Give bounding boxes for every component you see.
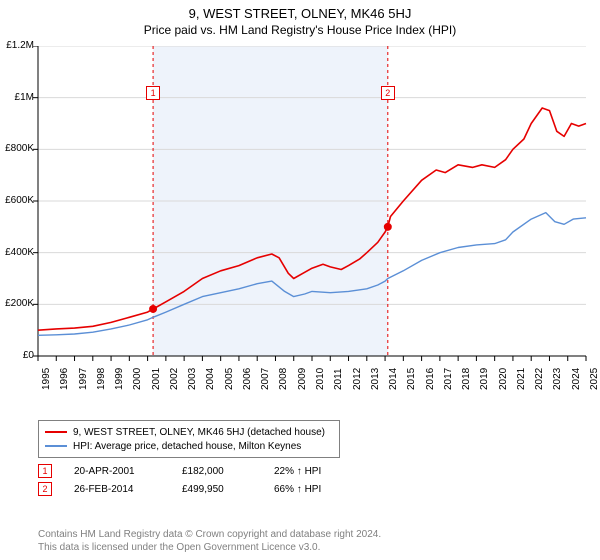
chart-subtitle: Price paid vs. HM Land Registry's House … bbox=[0, 21, 600, 37]
footer-line: Contains HM Land Registry data © Crown c… bbox=[38, 528, 381, 541]
sale-price: £499,950 bbox=[182, 484, 252, 495]
legend: 9, WEST STREET, OLNEY, MK46 5HJ (detache… bbox=[38, 420, 340, 458]
sale-date: 26-FEB-2014 bbox=[74, 484, 160, 495]
callout-marker-icon: 2 bbox=[381, 86, 395, 100]
sale-delta: 66% ↑ HPI bbox=[274, 484, 321, 495]
legend-label: HPI: Average price, detached house, Milt… bbox=[73, 441, 301, 452]
sale-delta: 22% ↑ HPI bbox=[274, 466, 321, 477]
legend-item: HPI: Average price, detached house, Milt… bbox=[45, 439, 333, 453]
sales-row: 1 20-APR-2001 £182,000 22% ↑ HPI bbox=[38, 462, 321, 480]
sale-price: £182,000 bbox=[182, 466, 252, 477]
legend-item: 9, WEST STREET, OLNEY, MK46 5HJ (detache… bbox=[45, 425, 333, 439]
plot-svg bbox=[0, 46, 600, 364]
legend-swatch bbox=[45, 431, 67, 433]
footer: Contains HM Land Registry data © Crown c… bbox=[38, 528, 381, 554]
sale-date: 20-APR-2001 bbox=[74, 466, 160, 477]
legend-label: 9, WEST STREET, OLNEY, MK46 5HJ (detache… bbox=[73, 427, 325, 438]
legend-swatch bbox=[45, 445, 67, 447]
footer-line: This data is licensed under the Open Gov… bbox=[38, 541, 381, 554]
sale-marker-icon: 1 bbox=[38, 464, 52, 478]
chart-title: 9, WEST STREET, OLNEY, MK46 5HJ bbox=[0, 0, 600, 21]
chart-area: £0£200K£400K£600K£800K£1M£1.2M 199519961… bbox=[0, 46, 600, 416]
sale-marker-icon: 2 bbox=[38, 482, 52, 496]
sales-table: 1 20-APR-2001 £182,000 22% ↑ HPI 2 26-FE… bbox=[38, 462, 321, 498]
chart-container: 9, WEST STREET, OLNEY, MK46 5HJ Price pa… bbox=[0, 0, 600, 560]
callout-marker-icon: 1 bbox=[146, 86, 160, 100]
sales-row: 2 26-FEB-2014 £499,950 66% ↑ HPI bbox=[38, 480, 321, 498]
